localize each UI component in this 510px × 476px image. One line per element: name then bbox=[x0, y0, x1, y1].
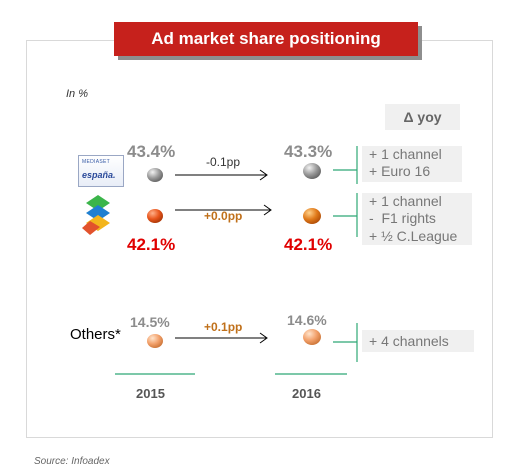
atresmedia-delta-line-2: - F1 rights bbox=[369, 210, 436, 226]
others-delta-line-1: + 4 channels bbox=[369, 333, 449, 349]
delta-box-mediaset bbox=[362, 146, 462, 182]
atresmedia-logo bbox=[82, 195, 110, 235]
others-label: Others* bbox=[70, 326, 121, 343]
unit-note: In % bbox=[66, 88, 89, 100]
year-2015-label: 2015 bbox=[136, 386, 165, 401]
mediaset-change-label: -0.1pp bbox=[206, 155, 241, 169]
delta-box-atresmedia bbox=[362, 193, 472, 245]
mediaset-2016-dot bbox=[303, 163, 321, 179]
mediaset-logo: MEDIASET españa. bbox=[78, 155, 124, 187]
mediaset-2015-value: 43.4% bbox=[127, 142, 176, 161]
others-2015-dot bbox=[147, 334, 163, 348]
atresmedia-delta-line-3: + ½ C.League bbox=[369, 228, 458, 244]
source-note: Source: Infoadex bbox=[34, 456, 110, 467]
atresmedia-2015-value: 42.1% bbox=[127, 235, 176, 254]
atresmedia-2016-dot bbox=[303, 208, 321, 224]
atresmedia-arrow-head bbox=[263, 204, 272, 216]
chart-title: Ad market share positioning bbox=[114, 22, 418, 56]
mediaset-delta-line-1: + 1 channel bbox=[369, 146, 442, 162]
mediaset-2015-dot bbox=[147, 168, 163, 182]
others-2015-value: 14.5% bbox=[130, 314, 170, 330]
others-arrow-head bbox=[259, 332, 268, 344]
others-change-label: +0.1pp bbox=[204, 320, 243, 334]
others-2016-value: 14.6% bbox=[287, 312, 327, 328]
delta-box-others bbox=[362, 330, 474, 352]
atresmedia-change-label: +0.0pp bbox=[204, 209, 243, 223]
atresmedia-2015-dot bbox=[147, 209, 163, 223]
atresmedia-delta-line-1: + 1 channel bbox=[369, 193, 442, 209]
year-2016-label: 2016 bbox=[292, 386, 321, 401]
mediaset-logo-line1: MEDIASET bbox=[82, 159, 110, 165]
mediaset-arrow-head bbox=[259, 169, 268, 181]
others-2016-dot bbox=[303, 329, 321, 345]
delta-yoy-header: Δ yoy bbox=[385, 104, 460, 130]
atresmedia-2016-value: 42.1% bbox=[284, 235, 333, 254]
mediaset-logo-line2: españa. bbox=[82, 170, 116, 180]
mediaset-delta-line-2: + Euro 16 bbox=[369, 163, 431, 179]
mediaset-2016-value: 43.3% bbox=[284, 142, 333, 161]
